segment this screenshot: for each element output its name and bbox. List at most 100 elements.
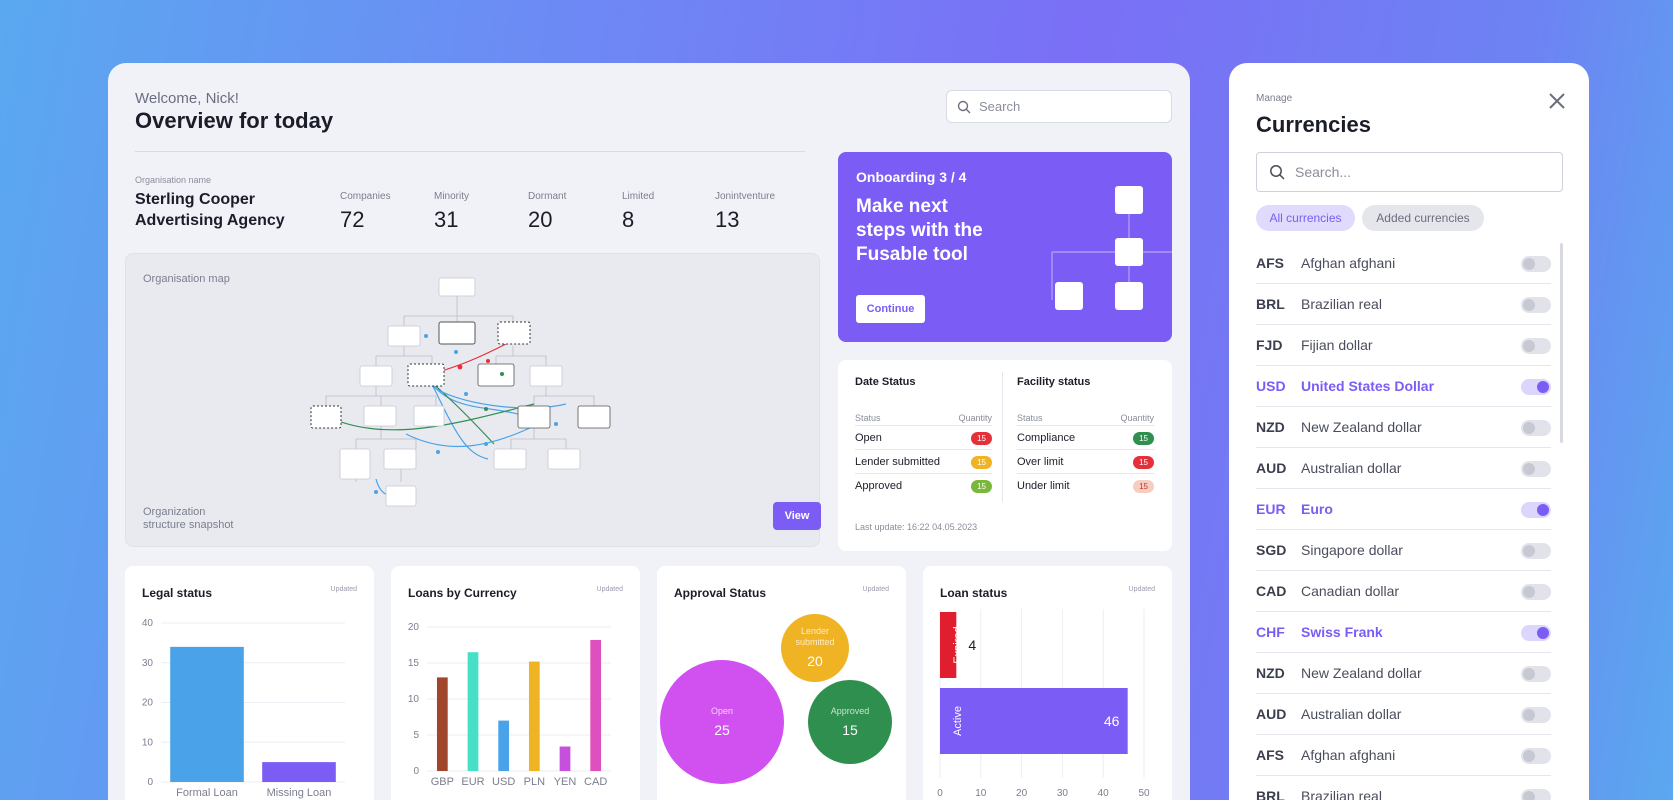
currency-toggle[interactable] <box>1521 543 1551 559</box>
currency-code: AUD <box>1256 460 1287 476</box>
panel-title: Currencies <box>1256 112 1371 137</box>
currency-toggle[interactable] <box>1521 584 1551 600</box>
toggle-knob <box>1523 299 1535 311</box>
currency-row-chf[interactable]: CHF Swiss Frank <box>1256 612 1551 653</box>
currency-toggle[interactable] <box>1521 256 1551 272</box>
currency-row-aud[interactable]: AUD Australian dollar <box>1256 694 1551 735</box>
currency-row-brl[interactable]: BRL Brazilian real <box>1256 776 1551 800</box>
currency-toggle[interactable] <box>1521 789 1551 800</box>
currency-toggle[interactable] <box>1521 420 1551 436</box>
date-status-row: Lender submitted 15 <box>855 449 992 474</box>
currency-toggle[interactable] <box>1521 461 1551 477</box>
chart-title: Loan status <box>940 586 1008 600</box>
x-tick-label: 20 <box>1016 788 1028 799</box>
currency-row-aud[interactable]: AUD Australian dollar <box>1256 448 1551 489</box>
currency-name: Swiss Frank <box>1301 624 1383 640</box>
currency-code: AUD <box>1256 706 1287 722</box>
bubble-value: 15 <box>842 722 858 738</box>
currency-code: BRL <box>1256 296 1285 312</box>
stat-label: Jonintventure <box>715 191 776 202</box>
facility-status-header: Status Quantity <box>1017 413 1154 423</box>
currency-row-afs[interactable]: AFS Afghan afghani <box>1256 735 1551 776</box>
onboarding-title: Make next steps with the Fusable tool <box>856 195 1006 267</box>
y-tick-label: 0 <box>413 766 419 777</box>
currency-toggle[interactable] <box>1521 748 1551 764</box>
org-map-diagram[interactable] <box>126 254 821 548</box>
y-tick-label: 40 <box>142 618 154 629</box>
currency-toggle[interactable] <box>1521 666 1551 682</box>
view-button[interactable]: View <box>773 502 821 530</box>
currency-code: CHF <box>1256 624 1285 640</box>
currency-row-afs[interactable]: AFS Afghan afghani <box>1256 243 1551 284</box>
org-name-line2: Advertising Agency <box>135 212 285 229</box>
x-tick-label: 40 <box>1098 788 1110 799</box>
currency-row-sgd[interactable]: SGD Singapore dollar <box>1256 530 1551 571</box>
chart-title: Legal status <box>142 586 213 600</box>
close-icon[interactable] <box>1545 89 1569 113</box>
currency-toggle[interactable] <box>1521 625 1551 641</box>
date-status-row: Open 15 <box>855 425 992 450</box>
toggle-knob <box>1523 258 1535 270</box>
currency-row-cad[interactable]: CAD Canadian dollar <box>1256 571 1551 612</box>
quantity-badge: 15 <box>1133 479 1154 493</box>
stat-dormant: Dormant 20 <box>528 191 566 233</box>
currency-toggle[interactable] <box>1521 379 1551 395</box>
value-label: 46 <box>1104 713 1120 729</box>
org-name: Sterling Cooper Advertising Agency <box>135 189 305 231</box>
currency-row-brl[interactable]: BRL Brazilian real <box>1256 284 1551 325</box>
row-label: Compliance <box>1017 432 1076 444</box>
currency-name: New Zealand dollar <box>1301 665 1422 681</box>
currency-row-eur[interactable]: EUR Euro <box>1256 489 1551 530</box>
currency-toggle[interactable] <box>1521 707 1551 723</box>
currency-name: Brazilian real <box>1301 296 1382 312</box>
date-status-header: Status Quantity <box>855 413 992 423</box>
bubble-label: Open <box>711 706 733 716</box>
currency-code: AFS <box>1256 255 1284 271</box>
facility-status-row: Under limit 15 <box>1017 473 1154 498</box>
toggle-knob <box>1523 791 1535 800</box>
toggle-knob <box>1523 709 1535 721</box>
currency-row-nzd[interactable]: NZD New Zealand dollar <box>1256 407 1551 448</box>
map-caption: Organization structure snapshot <box>143 506 263 532</box>
currency-search-input[interactable]: Search... <box>1256 152 1563 192</box>
search-placeholder: Search <box>979 99 1021 114</box>
row-label: Under limit <box>1017 480 1070 492</box>
stat-minority: Minority 31 <box>434 191 469 233</box>
updated-label: Updated <box>596 586 623 593</box>
bubble-label: Lender <box>801 626 829 636</box>
currency-toggle[interactable] <box>1521 502 1551 518</box>
bar <box>940 612 957 678</box>
x-tick-label: GBP <box>431 776 454 788</box>
currency-name: Brazilian real <box>1301 788 1382 800</box>
filter-all-currencies[interactable]: All currencies <box>1256 205 1355 231</box>
quantity-badge: 15 <box>1133 431 1154 445</box>
x-tick-label: PLN <box>524 776 545 788</box>
currency-name: Afghan afghani <box>1301 747 1396 763</box>
currency-toggle[interactable] <box>1521 297 1551 313</box>
x-tick-label: Missing Loan <box>267 787 332 799</box>
value-label: 4 <box>968 637 976 653</box>
currency-code: BRL <box>1256 788 1285 800</box>
currency-row-fjd[interactable]: FJD Fijian dollar <box>1256 325 1551 366</box>
toggle-knob <box>1523 422 1535 434</box>
search-input[interactable]: Search <box>946 90 1172 123</box>
x-tick-label: 0 <box>937 788 943 799</box>
y-tick-label: 10 <box>408 694 420 705</box>
x-tick-label: USD <box>492 776 515 788</box>
last-update: Last update: 16:22 04.05.2023 <box>855 522 978 532</box>
chart-title: Loans by Currency <box>408 586 517 600</box>
onboarding-card: Onboarding 3 / 4 Make next steps with th… <box>838 152 1172 342</box>
currency-code: NZD <box>1256 419 1285 435</box>
currency-row-usd[interactable]: USD United States Dollar <box>1256 366 1551 407</box>
filter-added-currencies[interactable]: Added currencies <box>1362 205 1484 231</box>
currency-toggle[interactable] <box>1521 338 1551 354</box>
approval-status-chart: Open 25 Lender submitted 20 Approved 15 Approv… <box>657 566 906 800</box>
scrollbar[interactable] <box>1560 243 1563 443</box>
continue-button[interactable]: Continue <box>856 295 925 323</box>
bar <box>528 661 540 771</box>
currency-code: FJD <box>1256 337 1283 353</box>
currency-name: Australian dollar <box>1301 460 1402 476</box>
currency-row-nzd[interactable]: NZD New Zealand dollar <box>1256 653 1551 694</box>
